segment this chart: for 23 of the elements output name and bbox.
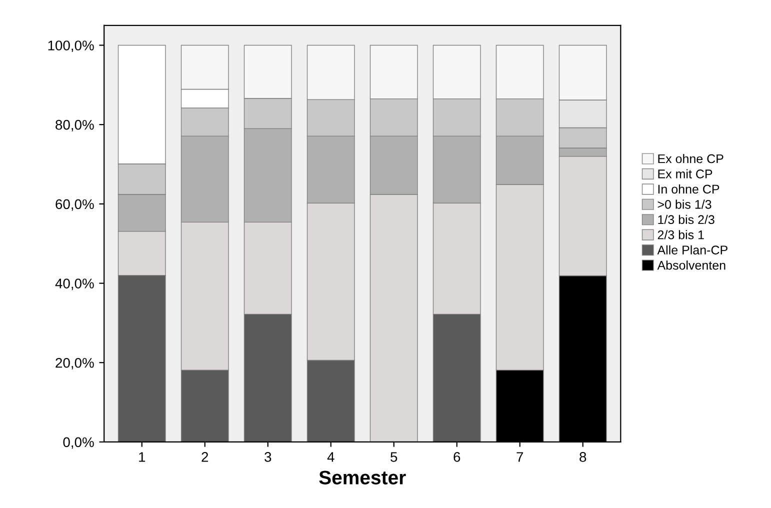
y-tick-label: 100,0% — [48, 40, 94, 52]
legend-label: 1/3 bis 2/3 — [658, 214, 714, 224]
legend-label: Ex ohne CP — [658, 154, 724, 164]
legend-label: In ohne CP — [658, 184, 720, 194]
x-tick-label: 8 — [580, 452, 586, 462]
legend-label: Alle Plan-CP — [657, 245, 728, 254]
y-tick-label: 40,0% — [55, 278, 94, 290]
x-tick-label: 1 — [139, 452, 146, 462]
y-tick-label: 60,0% — [56, 199, 94, 211]
legend-label: Ex mit CP — [658, 169, 712, 178]
x-tick-label: 6 — [454, 452, 460, 462]
x-tick-label: 2 — [202, 452, 208, 462]
legend-label: 2/3 bis 1 — [658, 230, 704, 240]
legend-label: Absolventen — [657, 260, 726, 270]
y-tick-label: 0,0% — [63, 437, 94, 449]
y-tick-label: 20,0% — [56, 358, 94, 370]
legend-label: >0 bis 1/3 — [658, 200, 712, 209]
x-tick-label: 7 — [516, 452, 524, 462]
y-tick-label: 80,0% — [56, 120, 94, 132]
x-axis-title: Semester — [319, 470, 406, 484]
x-tick-label: 4 — [327, 452, 334, 462]
x-tick-label: 5 — [390, 452, 398, 462]
x-tick-label: 3 — [264, 452, 272, 462]
